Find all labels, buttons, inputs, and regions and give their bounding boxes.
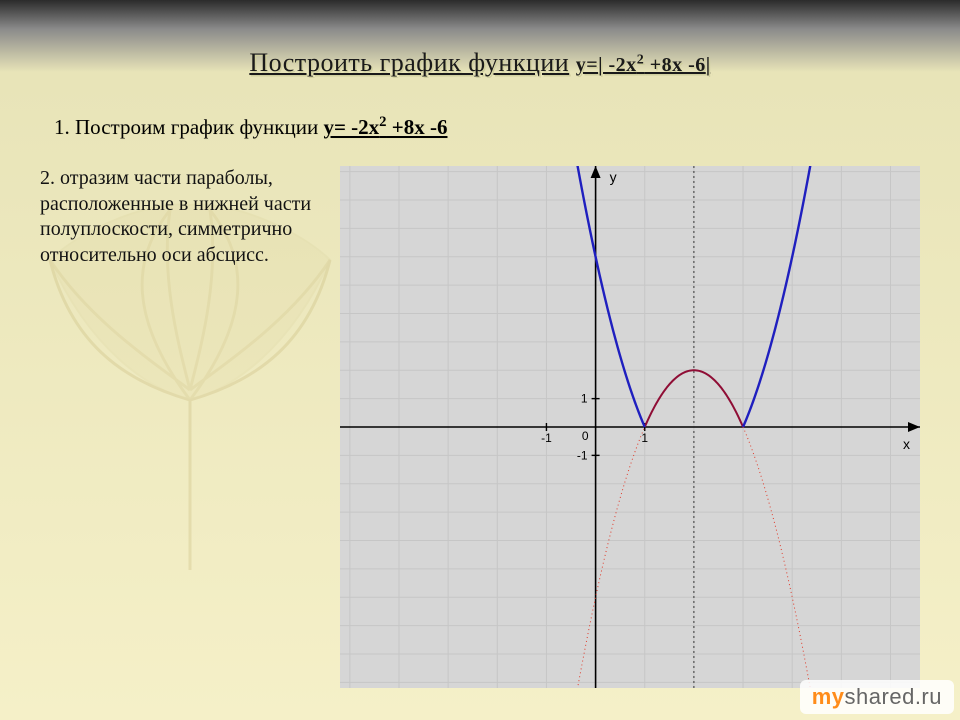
chart-canvas: 0-11-11xy	[340, 166, 920, 688]
svg-text:0: 0	[582, 429, 589, 443]
title-main: Построить график функции	[249, 48, 569, 77]
title-formula: у=| -2x2 +8х -6|	[576, 54, 711, 76]
svg-text:-1: -1	[577, 448, 588, 462]
svg-text:-1: -1	[541, 431, 552, 445]
function-chart: 0-11-11xy	[340, 166, 920, 693]
page-title: Построить график функции у=| -2x2 +8х -6…	[40, 48, 920, 78]
svg-text:y: y	[610, 169, 617, 185]
watermark-logo: myshared.ru	[800, 680, 954, 714]
svg-text:1: 1	[581, 392, 588, 406]
step1-formula: у= -2x2 +8х -6	[323, 115, 447, 139]
step-2: 2. отразим части параболы, расположенные…	[40, 166, 328, 268]
step-1: 1. Построим график функции у= -2x2 +8х -…	[54, 114, 920, 140]
svg-text:x: x	[903, 436, 910, 452]
